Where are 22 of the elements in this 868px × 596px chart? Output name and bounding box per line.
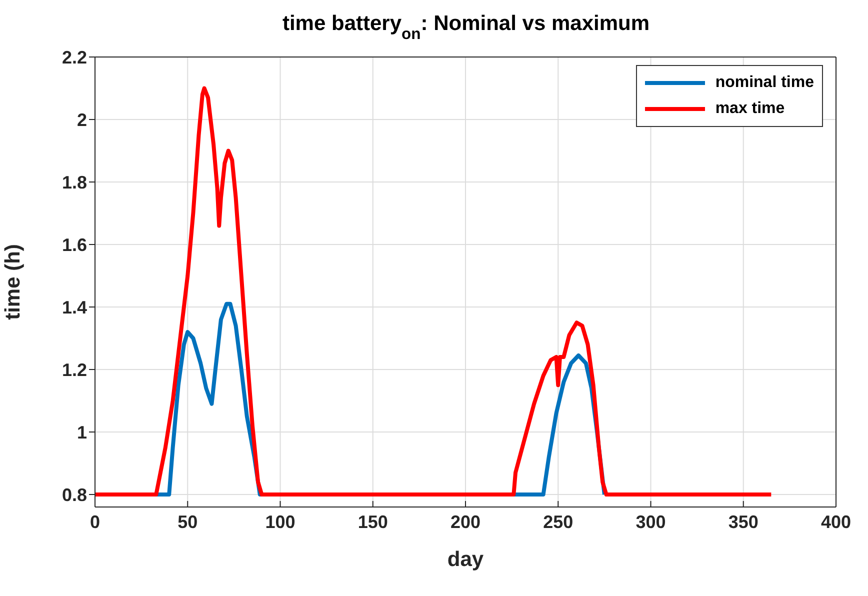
y-axis-title: time (h) bbox=[1, 244, 24, 320]
x-tick-label: 50 bbox=[178, 512, 198, 532]
chart-title: time battery$_{on}$: Nominal vs maximum bbox=[282, 12, 650, 42]
x-tick-label: 0 bbox=[90, 512, 100, 532]
x-tick-label: 400 bbox=[820, 512, 852, 532]
x-tick-label: 250 bbox=[543, 512, 574, 532]
y-tick-label: 2 bbox=[76, 110, 87, 130]
x-tick-label: 350 bbox=[728, 512, 758, 532]
x-tick-label: 200 bbox=[450, 512, 481, 532]
legend-label: nominal time bbox=[715, 74, 814, 92]
x-tick-label: 100 bbox=[265, 512, 296, 532]
y-tick-label: 1.6 bbox=[62, 234, 87, 255]
y-tick-label: 1.2 bbox=[62, 360, 87, 380]
y-tick-label: 1 bbox=[76, 422, 87, 442]
x-tick-label: 300 bbox=[636, 512, 666, 532]
x-tick-label: 150 bbox=[358, 512, 388, 532]
x-axis-title: day bbox=[447, 548, 484, 571]
legend-label: max time bbox=[715, 100, 785, 118]
y-tick-label: 2.2 bbox=[62, 47, 87, 68]
y-tick-label: 1.4 bbox=[62, 297, 87, 318]
y-tick-label: 0.8 bbox=[62, 484, 87, 505]
y-tick-label: 1.8 bbox=[62, 172, 87, 192]
